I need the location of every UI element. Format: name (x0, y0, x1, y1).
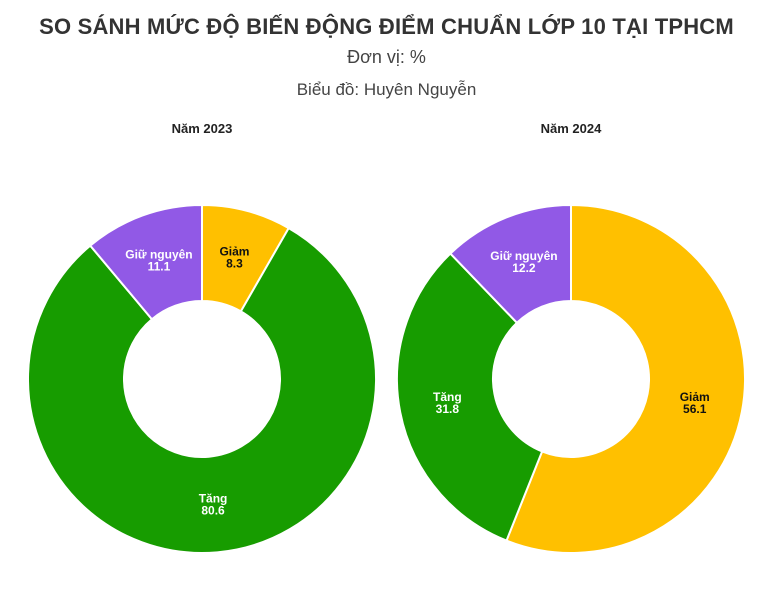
donut-title: Năm 2024 (541, 121, 602, 136)
slice-tang (27, 226, 377, 554)
chart-credit: Biểu đồ: Huyên Nguyễn (296, 80, 477, 99)
slice-giam (505, 203, 746, 554)
slice-label-giam: Giảm 56.1 (680, 390, 710, 416)
donut-chart-2: Năm 2024 Giảm 56.1 Tăng 31.8 Giữ nguyên 12.2 (396, 121, 746, 554)
slice-label-tang: Tăng 80.6 (199, 492, 228, 518)
slice-giu-nguyen (88, 203, 203, 321)
slice-label-giu-nguyen: Giữ nguyên 11.1 (125, 248, 192, 274)
slice-label-giam: Giảm 8.3 (219, 244, 249, 270)
donut-title: Năm 2023 (172, 121, 233, 136)
chart-title: SO SÁNH MỨC ĐỘ BIẾN ĐỘNG ĐIỂM CHUẨN LỚP … (39, 14, 734, 39)
unit-subtitle: Đơn vị: % (347, 47, 426, 67)
slice-giu-nguyen (448, 203, 572, 325)
slice-tang (396, 252, 544, 542)
donut-chart-1: Năm 2023 Giảm 8.3 Tăng 80.6 Giữ nguyên 11.1 (27, 121, 377, 554)
slice-label-giu-nguyen: Giữ nguyên 12.2 (490, 249, 557, 275)
slice-label-tang: Tăng 31.8 (433, 390, 462, 416)
